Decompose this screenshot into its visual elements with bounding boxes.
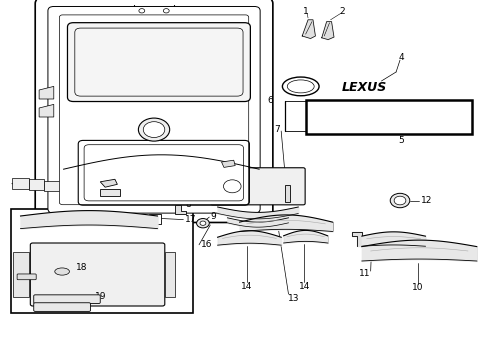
Text: 2: 2	[339, 7, 345, 16]
Text: 12: 12	[420, 196, 431, 205]
Circle shape	[138, 118, 169, 141]
Polygon shape	[39, 86, 54, 99]
Bar	[44, 181, 63, 192]
Polygon shape	[351, 232, 361, 246]
Text: 14: 14	[298, 282, 309, 291]
Bar	[12, 178, 29, 189]
FancyBboxPatch shape	[34, 295, 100, 303]
Circle shape	[200, 221, 205, 225]
Text: 8: 8	[185, 200, 191, 209]
Text: 18: 18	[76, 263, 87, 272]
Circle shape	[196, 219, 209, 228]
FancyBboxPatch shape	[67, 23, 250, 102]
Circle shape	[163, 9, 169, 13]
Text: LEXUS: LEXUS	[341, 81, 386, 94]
Text: GX460: GX460	[352, 108, 424, 126]
FancyBboxPatch shape	[34, 303, 90, 311]
Ellipse shape	[282, 77, 319, 96]
Bar	[29, 179, 44, 190]
Bar	[11, 209, 193, 313]
FancyBboxPatch shape	[48, 6, 260, 213]
Polygon shape	[321, 22, 333, 40]
FancyBboxPatch shape	[210, 168, 305, 205]
Circle shape	[389, 193, 409, 208]
Text: 15: 15	[206, 153, 218, 162]
Polygon shape	[221, 160, 235, 167]
Text: 11: 11	[358, 269, 369, 278]
Polygon shape	[302, 20, 315, 39]
Circle shape	[393, 196, 405, 205]
Bar	[78, 183, 98, 193]
Text: 4: 4	[397, 53, 403, 62]
FancyBboxPatch shape	[59, 15, 248, 205]
Circle shape	[139, 9, 144, 13]
FancyBboxPatch shape	[35, 0, 272, 222]
Text: 19: 19	[95, 292, 107, 301]
Text: 17: 17	[184, 215, 196, 224]
Polygon shape	[175, 205, 185, 214]
Text: 16: 16	[200, 240, 212, 249]
Polygon shape	[149, 214, 161, 224]
Bar	[100, 189, 120, 196]
Text: 21: 21	[124, 179, 136, 188]
Text: L: L	[297, 82, 304, 92]
Polygon shape	[13, 252, 29, 297]
Ellipse shape	[287, 80, 313, 93]
Text: 3: 3	[282, 83, 288, 92]
FancyBboxPatch shape	[30, 243, 164, 306]
Text: 5: 5	[397, 136, 403, 145]
Polygon shape	[164, 252, 174, 297]
Text: 20: 20	[124, 189, 136, 198]
Text: 6: 6	[266, 96, 272, 105]
Polygon shape	[39, 104, 54, 117]
Circle shape	[143, 122, 164, 138]
Text: 7: 7	[273, 125, 279, 134]
Ellipse shape	[55, 268, 69, 275]
FancyBboxPatch shape	[17, 274, 36, 280]
Text: 13: 13	[287, 294, 299, 303]
Text: 10: 10	[411, 284, 423, 292]
Text: 9: 9	[210, 212, 216, 220]
Text: 14: 14	[241, 282, 252, 291]
Circle shape	[223, 180, 241, 193]
Bar	[305, 100, 471, 134]
Text: 1: 1	[302, 7, 308, 16]
Polygon shape	[100, 179, 117, 187]
Polygon shape	[284, 185, 290, 202]
Bar	[63, 182, 78, 193]
